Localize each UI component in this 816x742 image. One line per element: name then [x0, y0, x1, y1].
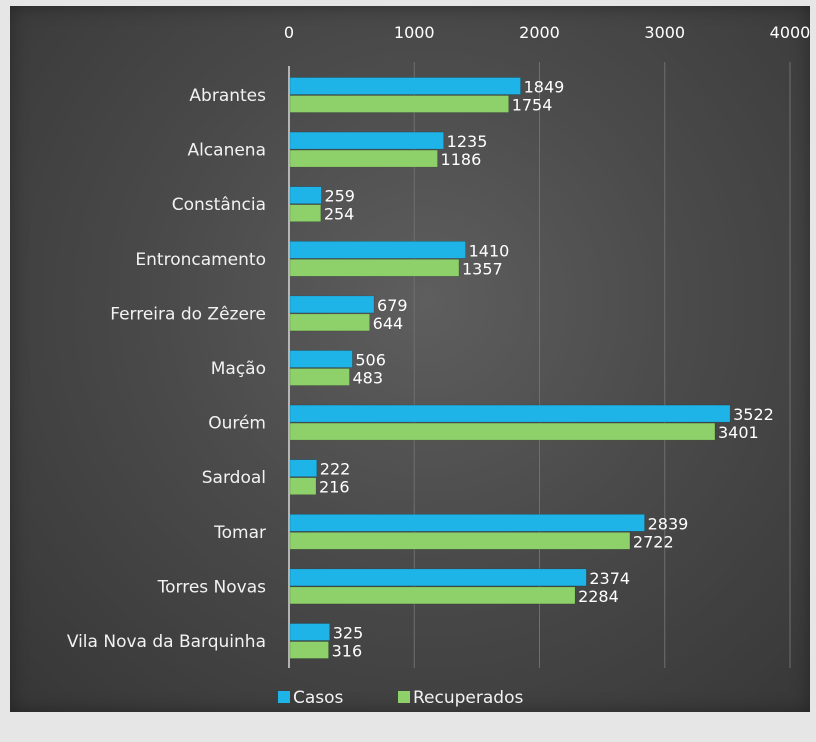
- data-label: 259: [324, 187, 355, 206]
- bar-casos: [289, 186, 322, 204]
- data-label: 1235: [447, 132, 488, 151]
- bars: [289, 77, 731, 659]
- data-label: 679: [377, 296, 408, 315]
- data-label: 222: [320, 460, 351, 479]
- category-label: Torres Novas: [157, 577, 267, 597]
- legend-swatch: [398, 691, 410, 703]
- category-label: Entroncamento: [135, 250, 266, 270]
- data-label: 3401: [718, 423, 759, 442]
- bar-recuperados: [289, 531, 631, 550]
- category-label: Alcanena: [187, 141, 266, 161]
- data-label: 2374: [589, 569, 630, 588]
- category-label: Mação: [211, 359, 266, 379]
- bar-casos: [289, 459, 318, 478]
- data-label: 1754: [512, 96, 553, 115]
- bar-recuperados: [289, 95, 509, 113]
- bar-recuperados: [289, 204, 322, 222]
- data-label: 1186: [441, 150, 482, 169]
- x-tick-label: 4000: [770, 23, 811, 42]
- data-label: 1410: [469, 241, 510, 260]
- bar-recuperados: [289, 641, 329, 659]
- bar-recuperados: [289, 313, 370, 332]
- bar-casos: [289, 513, 645, 532]
- category-label: Ferreira do Zêzere: [110, 304, 266, 324]
- category-label: Constância: [172, 195, 266, 215]
- bar-casos: [289, 404, 731, 423]
- bar-recuperados: [289, 477, 317, 496]
- category-label: Sardoal: [202, 468, 266, 488]
- data-label: 1849: [524, 78, 565, 97]
- bar-recuperados: [289, 586, 576, 605]
- bar-recuperados: [289, 422, 716, 441]
- category-label: Vila Nova da Barquinha: [67, 632, 266, 652]
- data-label: 506: [355, 351, 386, 370]
- x-axis-ticks: 0 1000 2000 3000 4000: [284, 23, 810, 42]
- legend-label: Casos: [293, 688, 344, 708]
- bar-casos: [289, 77, 521, 95]
- x-tick-label: 1000: [394, 23, 435, 42]
- x-tick-label: 0: [284, 23, 294, 42]
- x-tick-label: 2000: [519, 23, 560, 42]
- bar-recuperados: [289, 258, 460, 277]
- bar-casos: [289, 568, 587, 587]
- bar-recuperados: [289, 368, 350, 386]
- category-label: Abrantes: [189, 86, 266, 106]
- data-label: 3522: [733, 405, 774, 424]
- bar-casos: [289, 131, 444, 150]
- category-label: Tomar: [213, 523, 266, 543]
- bar-casos: [289, 350, 353, 368]
- category-labels: Abrantes Alcanena Constância Entroncamento F…: [67, 86, 266, 652]
- data-label: 254: [324, 205, 355, 224]
- data-label: 316: [332, 642, 363, 661]
- legend: Casos Recuperados: [278, 688, 523, 708]
- data-label: 2284: [578, 587, 619, 606]
- data-label: 216: [319, 478, 350, 497]
- bar-casos: [289, 241, 466, 259]
- data-label: 2722: [633, 532, 674, 551]
- bar-casos: [289, 623, 331, 641]
- data-label: 483: [352, 369, 383, 388]
- data-label: 325: [333, 624, 364, 643]
- legend-swatch: [278, 691, 290, 703]
- data-label: 644: [373, 314, 404, 333]
- bar-recuperados: [289, 149, 438, 168]
- bar-casos: [289, 295, 375, 314]
- legend-label: Recuperados: [413, 688, 523, 708]
- data-label: 2839: [648, 514, 689, 533]
- x-tick-label: 3000: [644, 23, 685, 42]
- category-label: Ourém: [208, 414, 266, 434]
- data-label: 1357: [462, 259, 503, 278]
